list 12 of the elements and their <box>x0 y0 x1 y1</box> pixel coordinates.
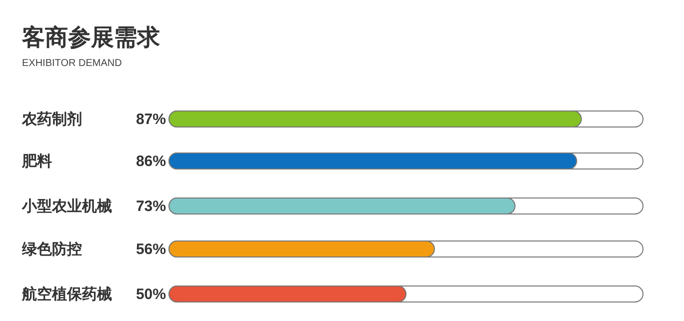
y-tick-label: 肥料 <box>21 153 52 170</box>
chart-title: 客商参展需求 <box>21 24 161 50</box>
data-label: 87% <box>136 111 166 128</box>
y-tick-label: 小型农业机械 <box>21 198 112 215</box>
data-label: 73% <box>136 198 166 215</box>
y-tick-label: 绿色防控 <box>21 241 82 258</box>
y-tick-label: 航空植保药械 <box>21 285 112 303</box>
data-label: 56% <box>136 241 166 258</box>
text: EXHIBITOR DEMAND <box>22 58 122 69</box>
data-label: 50% <box>136 286 166 303</box>
y-tick-label: 农药制剂 <box>21 110 82 128</box>
data-label: 86% <box>136 153 166 170</box>
